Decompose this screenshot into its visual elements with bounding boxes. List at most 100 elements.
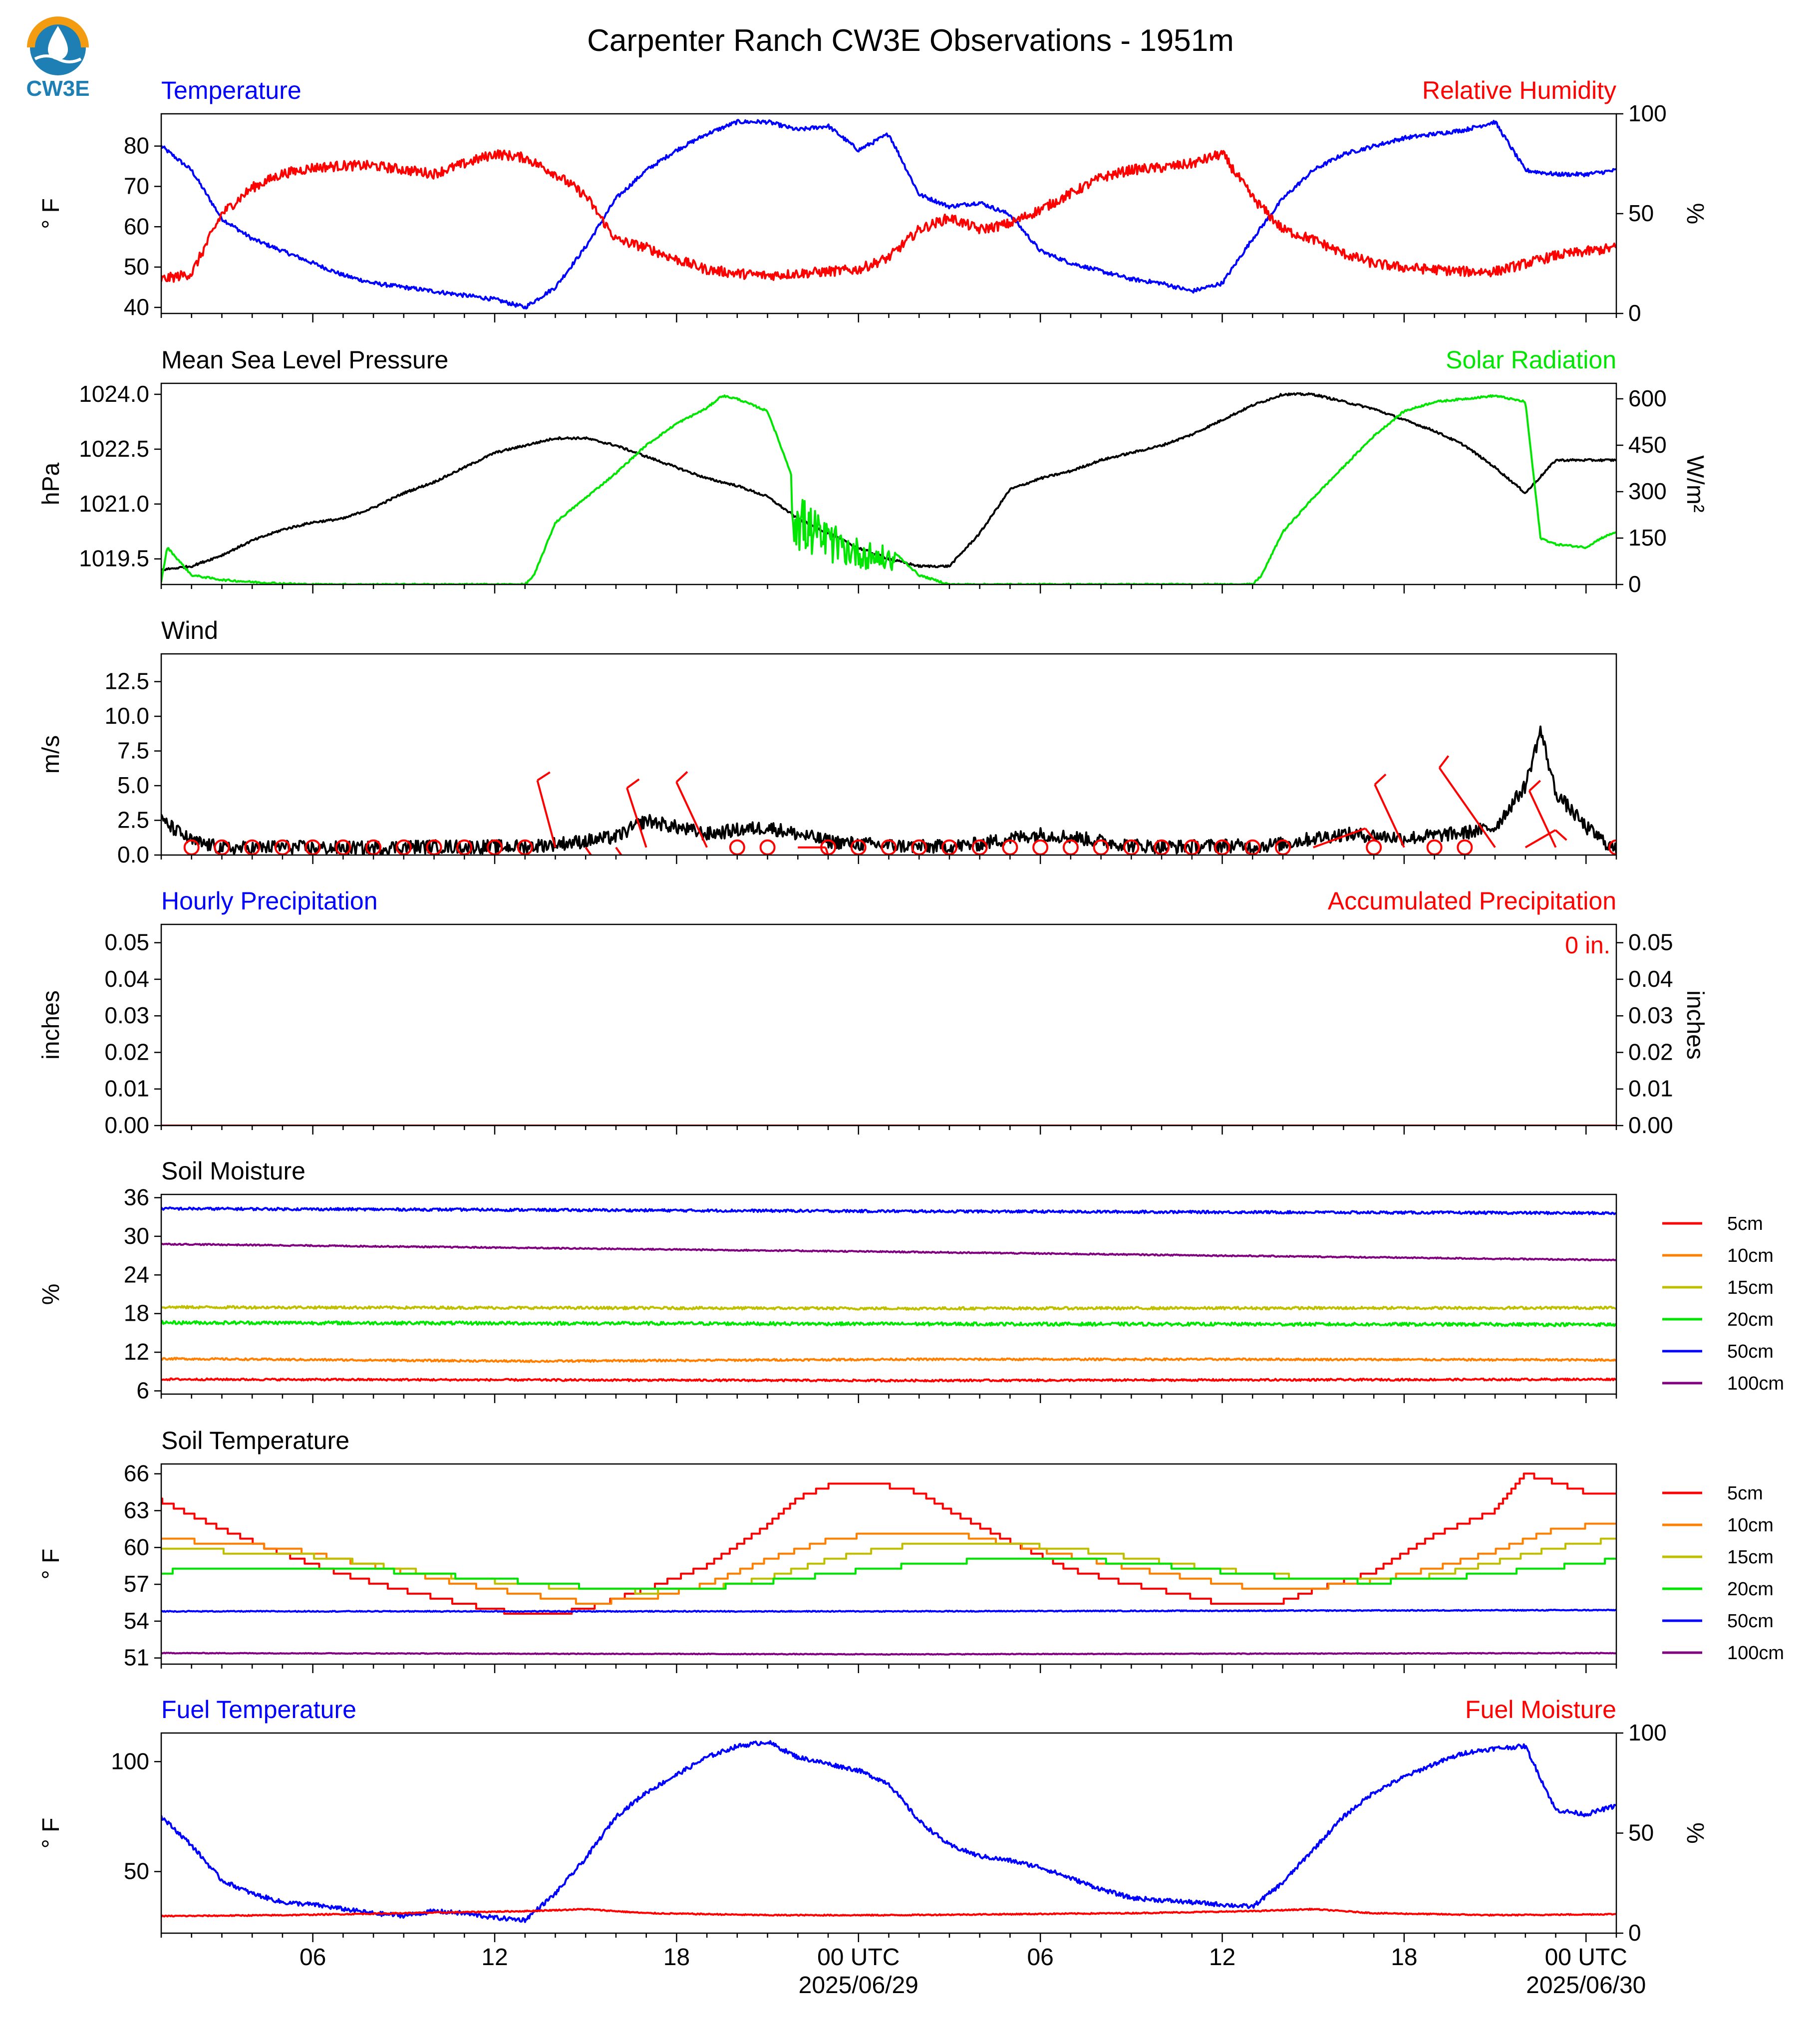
panel-precip: 0.00 0.01 0.02 0.03 0.04 0.05 0.00 0.01 0.02 0.03… — [38, 887, 1708, 1138]
temperature-ylabel: ° F — [38, 198, 64, 229]
legend-label-5cm: 5cm — [1727, 1483, 1763, 1504]
wind-calm-marker — [1032, 839, 1049, 855]
fuel-title: Fuel Temperature — [161, 1696, 356, 1724]
pressure-series-line-0 — [161, 392, 1616, 572]
soil_moisture-series-line-20cm — [161, 1320, 1616, 1327]
wind-ytick-label: 12.5 — [104, 668, 149, 694]
wind-series-line-0 — [161, 725, 1616, 855]
fuel-ytick-right-label: 0 — [1628, 1920, 1641, 1946]
soil_moisture-plot-area — [161, 1206, 1616, 1383]
fuel-ytick-label: 100 — [111, 1748, 149, 1774]
pressure-ytick-label: 1019.5 — [79, 546, 149, 572]
precip-ytick-label: 0.01 — [104, 1076, 149, 1102]
x-tick-label: 06 — [300, 1944, 326, 1971]
legend-label-100cm: 100cm — [1727, 1373, 1784, 1394]
precip-ytick-label: 0.03 — [104, 1002, 149, 1028]
wind-barb-flag — [1554, 829, 1567, 841]
wind-calm-marker — [1426, 839, 1443, 855]
wind-calm-marker — [911, 839, 927, 855]
soil_temperature-series-line-15cm — [161, 1537, 1616, 1595]
logo-sun-arc — [27, 16, 89, 48]
x-tick-label: 00 UTC — [817, 1944, 900, 1971]
wind-calm-marker — [1062, 839, 1079, 855]
wind-ytick-label: 2.5 — [117, 807, 149, 833]
wind-calm-marker — [304, 839, 321, 855]
wind-barb-staff — [675, 781, 708, 848]
wind-calm-marker — [487, 839, 503, 855]
temperature-ytick-right-label: 0 — [1628, 300, 1641, 326]
temperature-title-right: Relative Humidity — [1422, 76, 1616, 104]
fuel-frame — [160, 1732, 1617, 1934]
wind-calm-marker — [365, 839, 382, 855]
soil_moisture-ylabel: % — [38, 1284, 64, 1305]
wind-calm-marker — [881, 839, 897, 855]
legend-label-20cm: 20cm — [1727, 1579, 1774, 1600]
soil_moisture-ytick-label: 30 — [124, 1223, 149, 1249]
x-date-label: 2025/06/30 — [1526, 1972, 1646, 1999]
fuel-title-right: Fuel Moisture — [1465, 1696, 1616, 1724]
precip-ytick-label: 0.02 — [104, 1039, 149, 1065]
wind-barb-staff — [615, 847, 623, 855]
soil_moisture-series-line-100cm — [161, 1242, 1616, 1262]
soil_temperature-ytick-label: 66 — [124, 1460, 149, 1486]
fuel-ylabel: ° F — [38, 1818, 64, 1849]
legend-label-50cm: 50cm — [1727, 1341, 1774, 1362]
soil_moisture-series-line-10cm — [161, 1357, 1616, 1363]
fuel-ylabel-right: % — [1682, 1822, 1708, 1844]
precip-ytick-right-label: 0.01 — [1628, 1076, 1673, 1102]
temperature-ylabel-right: % — [1682, 203, 1708, 225]
soil_moisture-ytick-label: 6 — [136, 1378, 149, 1404]
temperature-series-line-1 — [161, 149, 1616, 283]
precip-ytick-label: 0.04 — [104, 966, 149, 992]
precip-ytick-right-label: 0.00 — [1628, 1112, 1673, 1138]
wind-plot-area — [161, 725, 1616, 855]
wind-calm-marker — [335, 839, 351, 855]
precip-ylabel: inches — [38, 990, 64, 1060]
pressure-ylabel: hPa — [38, 462, 64, 505]
precip-ytick-right-label: 0.05 — [1628, 929, 1673, 955]
legend-label-15cm: 15cm — [1727, 1547, 1774, 1568]
pressure-ytick-right-label: 300 — [1628, 478, 1667, 504]
fuel-series-line-0 — [161, 1740, 1616, 1923]
wind-calm-marker — [517, 839, 533, 855]
wind-barb-flag — [626, 778, 640, 789]
wind-calm-marker — [395, 839, 412, 855]
logo-wave — [34, 54, 82, 63]
wind-barb-flag — [675, 771, 688, 783]
precip-ytick-right-label: 0.02 — [1628, 1039, 1673, 1065]
temperature-ytick-right-label: 50 — [1628, 200, 1654, 226]
soil_temperature-series-line-20cm — [161, 1557, 1616, 1590]
temperature-ytick-label: 70 — [124, 173, 149, 199]
fuel-ytick-right-label: 50 — [1628, 1820, 1654, 1846]
wind-barb-staff — [1528, 790, 1557, 848]
pressure-ytick-right-label: 150 — [1628, 525, 1667, 551]
soil_temperature-ytick-label: 57 — [124, 1571, 149, 1597]
temperature-plot-area — [161, 119, 1616, 310]
wind-calm-marker — [1457, 839, 1473, 855]
temperature-ytick-label: 40 — [124, 294, 149, 320]
fuel-plot-area — [161, 1740, 1616, 1923]
wind-ytick-label: 5.0 — [117, 772, 149, 798]
wind-ytick-label: 0.0 — [117, 842, 149, 868]
wind-ytick-label: 10.0 — [104, 703, 149, 729]
fuel-ytick-label: 50 — [124, 1858, 149, 1884]
pressure-ytick-label: 1024.0 — [79, 381, 149, 407]
legend-label-15cm: 15cm — [1727, 1277, 1774, 1298]
precip-ylabel-right: inches — [1682, 990, 1708, 1060]
soil_moisture-ytick-label: 24 — [124, 1261, 149, 1287]
logo-text: CW3E — [26, 76, 89, 101]
legend-label-10cm: 10cm — [1727, 1515, 1774, 1536]
soil_temperature-series-line-100cm — [161, 1652, 1616, 1656]
wind-calm-marker — [456, 839, 473, 855]
soil_temperature-ytick-label: 51 — [124, 1645, 149, 1671]
precip-title: Hourly Precipitation — [161, 887, 378, 915]
cw3e-logo: CW3E — [26, 16, 90, 101]
soil_temperature-ylabel: ° F — [38, 1549, 64, 1580]
panel-fuel: 50 100 0 50 100 Fuel Temperature Fuel Moisture… — [38, 1696, 1708, 1946]
pressure-title: Mean Sea Level Pressure — [161, 346, 448, 374]
pressure-ytick-right-label: 0 — [1628, 571, 1641, 597]
wind-calm-marker — [1154, 839, 1170, 855]
panel-temperature: 40 50 60 70 80 0 50 100 Temperature Relative Humi… — [38, 76, 1708, 326]
pressure-ylabel-right: W/m² — [1682, 455, 1708, 513]
